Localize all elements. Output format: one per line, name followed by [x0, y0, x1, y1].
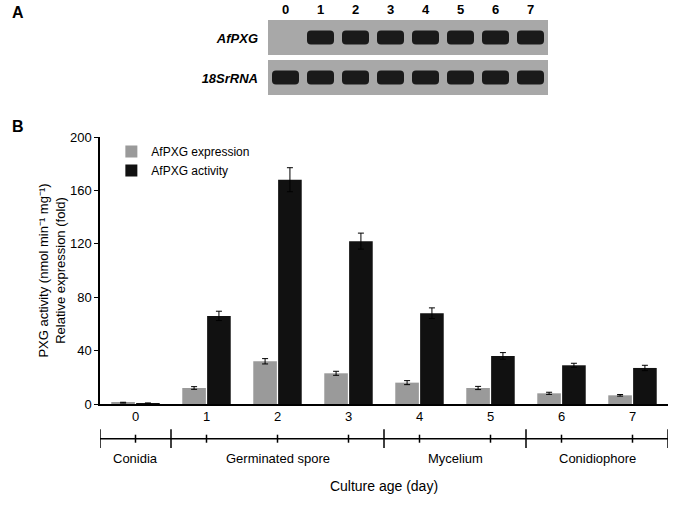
svg-text:6: 6 — [492, 2, 499, 17]
svg-text:0: 0 — [282, 2, 289, 17]
svg-text:4: 4 — [416, 409, 423, 424]
svg-text:Conidiophore: Conidiophore — [559, 451, 636, 466]
svg-text:Mycelium: Mycelium — [428, 451, 483, 466]
svg-text:Germinated spore: Germinated spore — [226, 451, 330, 466]
svg-text:A: A — [12, 4, 24, 21]
svg-text:3: 3 — [387, 2, 394, 17]
svg-text:2: 2 — [352, 2, 359, 17]
svg-text:160: 160 — [70, 183, 92, 198]
svg-text:2: 2 — [274, 409, 281, 424]
svg-text:AfPXG expression: AfPXG expression — [151, 145, 249, 159]
svg-text:6: 6 — [558, 409, 565, 424]
svg-text:Culture age (day): Culture age (day) — [330, 478, 438, 494]
svg-text:AfPXG: AfPXG — [216, 31, 258, 46]
svg-text:7: 7 — [629, 409, 636, 424]
svg-text:4: 4 — [422, 2, 430, 17]
svg-text:Conidia: Conidia — [113, 451, 158, 466]
html-text:B: B — [12, 118, 24, 135]
svg-text:18SrRNA: 18SrRNA — [202, 71, 258, 86]
svg-text:5: 5 — [487, 409, 494, 424]
svg-text:1: 1 — [317, 2, 324, 17]
svg-text:PXG activity (nmol min⁻¹ mg⁻¹): PXG activity (nmol min⁻¹ mg⁻¹)Relative e… — [36, 183, 68, 357]
svg-text:0: 0 — [132, 409, 139, 424]
svg-text:40: 40 — [77, 343, 91, 358]
svg-text:80: 80 — [77, 290, 91, 305]
svg-text:0: 0 — [84, 397, 91, 412]
svg-text:5: 5 — [457, 2, 464, 17]
svg-text:120: 120 — [70, 236, 92, 251]
svg-text:1: 1 — [203, 409, 210, 424]
svg-text:3: 3 — [345, 409, 352, 424]
svg-text:200: 200 — [70, 130, 92, 145]
svg-text:AfPXG activity: AfPXG activity — [151, 164, 228, 178]
svg-text:7: 7 — [527, 2, 534, 17]
